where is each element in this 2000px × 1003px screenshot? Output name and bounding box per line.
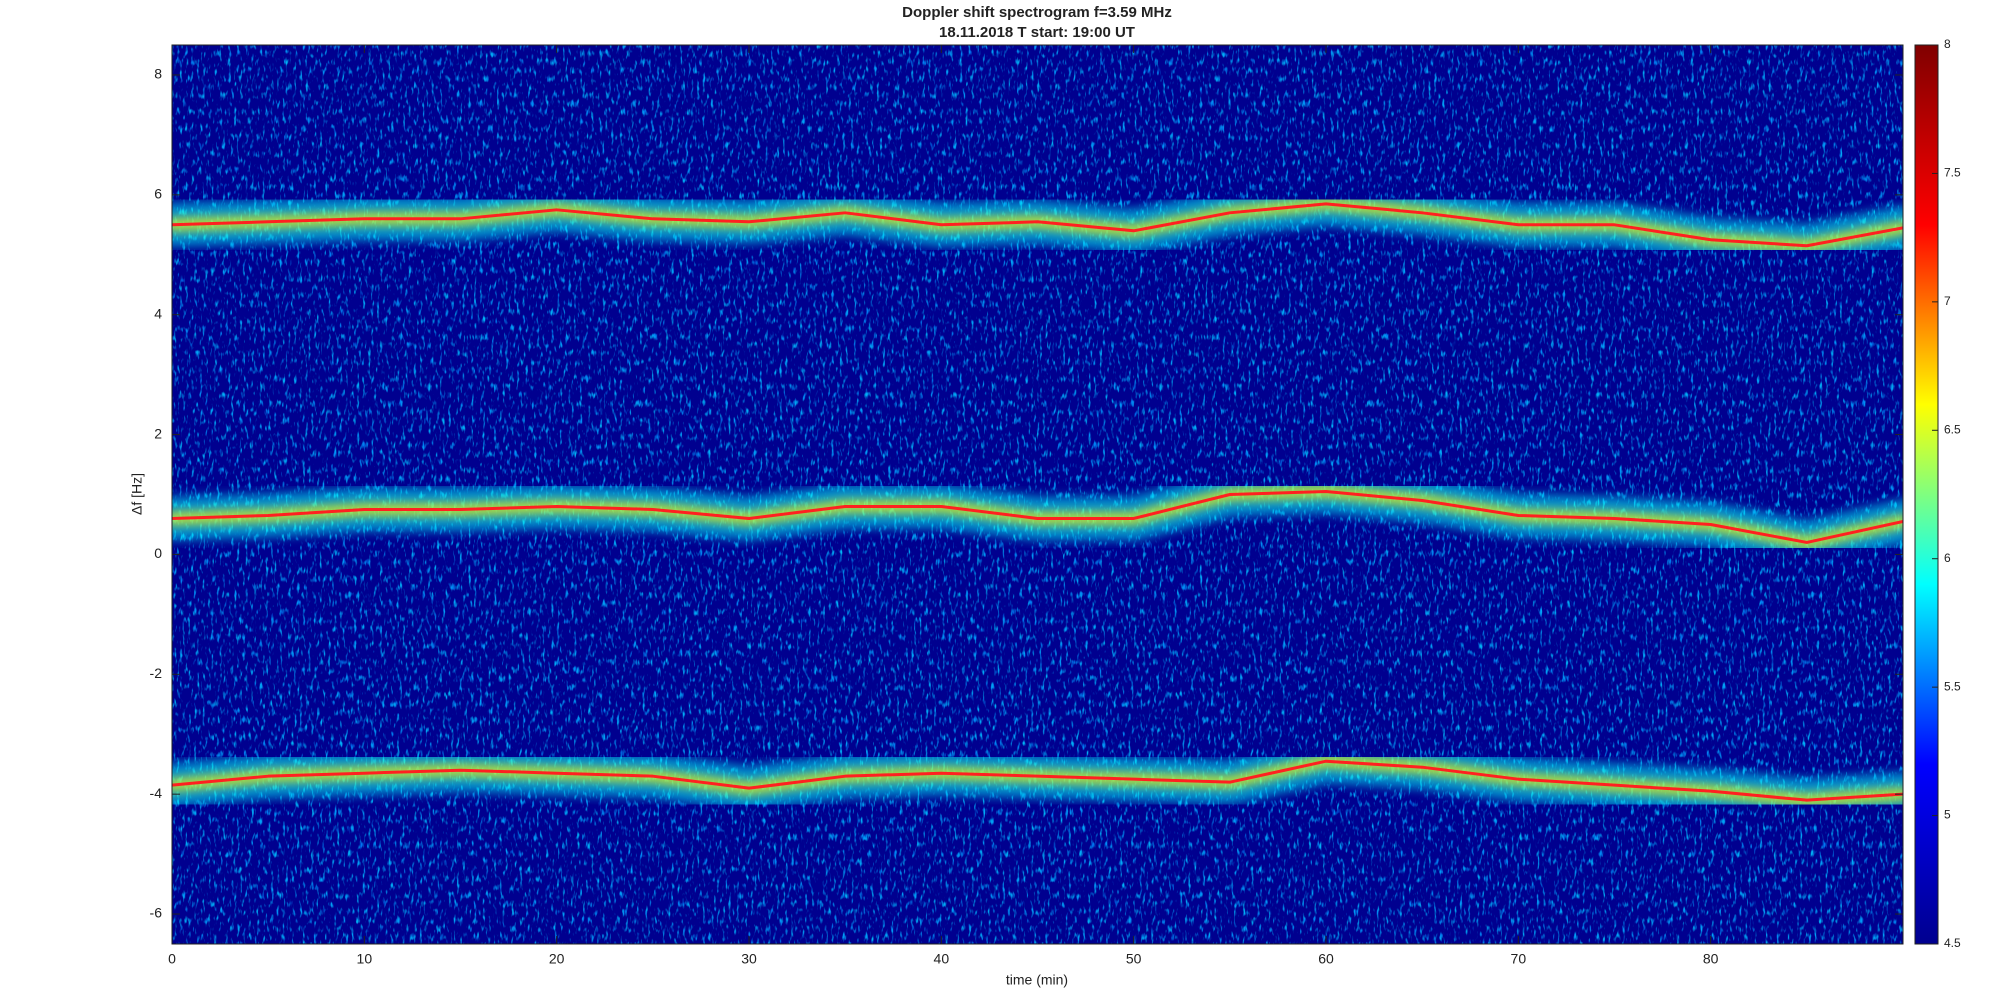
colorbar-tick-label: 4.5 [1944,936,1961,950]
colorbar-tick-label: 8 [1944,37,1951,51]
y-tick-label: 2 [154,425,162,441]
x-tick-label: 60 [1318,951,1334,967]
x-tick-label: 50 [1126,951,1142,967]
x-tick-label: 30 [741,951,757,967]
y-tick-label: 0 [154,545,162,561]
chart-title: Doppler shift spectrogram f=3.59 MHz [902,4,1172,21]
colorbar-tick-label: 7 [1944,294,1951,308]
plot-frame [171,44,1904,945]
chart-subtitle: 18.11.2018 T start: 19:00 UT [939,24,1135,41]
trace [172,202,1903,248]
trace [172,490,1903,544]
y-tick-label: 8 [154,66,162,82]
trace [172,759,1903,802]
colorbar [1914,44,1939,945]
y-tick-label: -2 [150,665,163,681]
y-tick-label: 6 [154,186,162,202]
x-tick-label: 70 [1511,951,1527,967]
x-tick-label: 0 [168,951,176,967]
x-tick-label: 80 [1703,951,1719,967]
y-tick-label: -6 [150,905,163,921]
y-tick-label: -4 [150,785,163,801]
colorbar-tick-label: 6 [1944,551,1951,565]
x-tick-label: 40 [934,951,950,967]
x-tick-label: 10 [357,951,373,967]
x-axis-label: time (min) [1006,972,1068,988]
y-tick-label: 4 [154,305,162,321]
colorbar-tick-label: 7.5 [1944,166,1961,180]
x-tick-label: 20 [549,951,565,967]
colorbar-tick-label: 5 [1944,808,1951,822]
colorbar-tick-label: 6.5 [1944,422,1961,436]
y-axis-label: Δf [Hz] [129,473,145,515]
plot-area [172,181,1903,823]
colorbar-tick-label: 5.5 [1944,679,1961,693]
